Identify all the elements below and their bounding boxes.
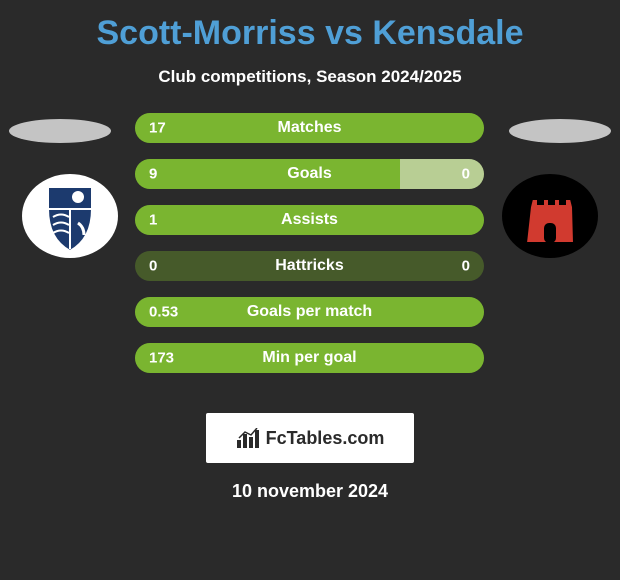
- stat-value-left: 9: [149, 166, 157, 183]
- stat-row: Assists1: [135, 205, 484, 235]
- subtitle: Club competitions, Season 2024/2025: [0, 67, 620, 87]
- bars-icon: [236, 428, 260, 448]
- stat-value-left: 0: [149, 258, 157, 275]
- stat-row: Min per goal173: [135, 343, 484, 373]
- shield-icon: [20, 173, 120, 259]
- stat-label: Goals: [135, 165, 484, 183]
- stat-label: Min per goal: [135, 349, 484, 367]
- stat-value-left: 17: [149, 120, 166, 137]
- stat-value-left: 173: [149, 350, 174, 367]
- stat-value-left: 1: [149, 212, 157, 229]
- shadow-right: [509, 119, 611, 143]
- stat-value-right: 0: [462, 258, 470, 275]
- team-logo-right: [500, 173, 600, 259]
- stats-area: Matches17Goals90Assists1Hattricks00Goals…: [0, 113, 620, 413]
- stats-list: Matches17Goals90Assists1Hattricks00Goals…: [135, 113, 484, 389]
- attribution-box: FcTables.com: [206, 413, 414, 463]
- comparison-card: Scott-Morriss vs Kensdale Club competiti…: [0, 0, 620, 580]
- stat-row: Hattricks0 0: [135, 251, 484, 281]
- date-text: 10 november 2024: [0, 481, 620, 502]
- stat-row: Goals per match0.53: [135, 297, 484, 327]
- stat-value-right: 0: [462, 166, 470, 183]
- shadow-left: [9, 119, 111, 143]
- stat-label: Matches: [135, 119, 484, 137]
- attribution-text: FcTables.com: [266, 428, 385, 449]
- tower-icon: [500, 173, 600, 259]
- stat-label: Goals per match: [135, 303, 484, 321]
- team-logo-left: [20, 173, 120, 259]
- page-title: Scott-Morriss vs Kensdale: [0, 14, 620, 53]
- stat-row: Matches17: [135, 113, 484, 143]
- stat-value-left: 0.53: [149, 304, 178, 321]
- stat-label: Hattricks: [135, 257, 484, 275]
- stat-label: Assists: [135, 211, 484, 229]
- stat-row: Goals9 0: [135, 159, 484, 189]
